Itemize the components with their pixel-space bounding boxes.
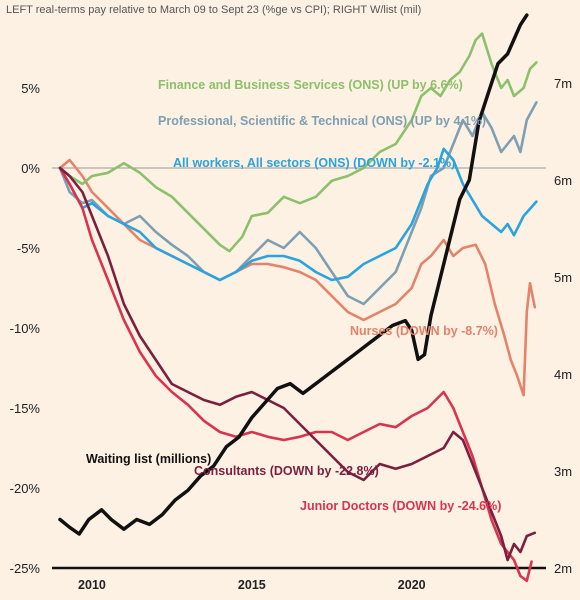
y-right-tick-label: 2m bbox=[554, 561, 572, 576]
series-line-6 bbox=[58, 13, 529, 536]
series-line-4 bbox=[58, 166, 537, 562]
series-line-5 bbox=[58, 166, 533, 583]
series-line-3 bbox=[58, 158, 537, 397]
label-consultants: Consultants (DOWN by -22.8%) bbox=[194, 464, 379, 478]
series-lines bbox=[58, 13, 538, 583]
x-tick-label: 2020 bbox=[398, 578, 426, 592]
y-left-tick-label: -15% bbox=[10, 401, 41, 416]
y-left-tick-label: 0% bbox=[21, 161, 40, 176]
y-left-tick-label: 5% bbox=[21, 81, 40, 96]
series-line-2 bbox=[58, 147, 538, 282]
series-line-0 bbox=[58, 32, 538, 253]
x-tick-label: 2015 bbox=[238, 578, 266, 592]
y-right-tick-label: 3m bbox=[554, 464, 572, 479]
x-tick-label: 2010 bbox=[78, 578, 106, 592]
y-right-tick-label: 5m bbox=[554, 270, 572, 285]
label-finance: Finance and Business Services (ONS) (UP … bbox=[158, 78, 463, 92]
label-professional: Professional, Scientific & Technical (ON… bbox=[158, 114, 486, 128]
label-waiting-list: Waiting list (millions) bbox=[86, 452, 211, 466]
y-right-tick-label: 7m bbox=[554, 76, 572, 91]
y-left-tick-label: -10% bbox=[10, 321, 41, 336]
y-left-tick-label: -25% bbox=[10, 561, 41, 576]
y-left-tick-label: -5% bbox=[17, 241, 41, 256]
y-right-tick-label: 6m bbox=[554, 173, 572, 188]
y-left-tick-label: -20% bbox=[10, 481, 41, 496]
y-right-tick-label: 4m bbox=[554, 367, 572, 382]
series-line-1 bbox=[58, 101, 538, 306]
label-junior-doctors: Junior Doctors (DOWN by -24.6%) bbox=[300, 499, 501, 513]
label-nurses: Nurses (DOWN by -8.7%) bbox=[350, 324, 498, 338]
label-all-workers: All workers, All sectors (ONS) (DOWN by … bbox=[173, 156, 455, 170]
axis-ticks: 5% 0% -5% -10% -15% -20% -25% 7m 6m 5m 4m 3m 2m 2010 2… bbox=[10, 76, 572, 592]
chart-title: LEFT real-terms pay relative to March 09… bbox=[6, 4, 422, 16]
